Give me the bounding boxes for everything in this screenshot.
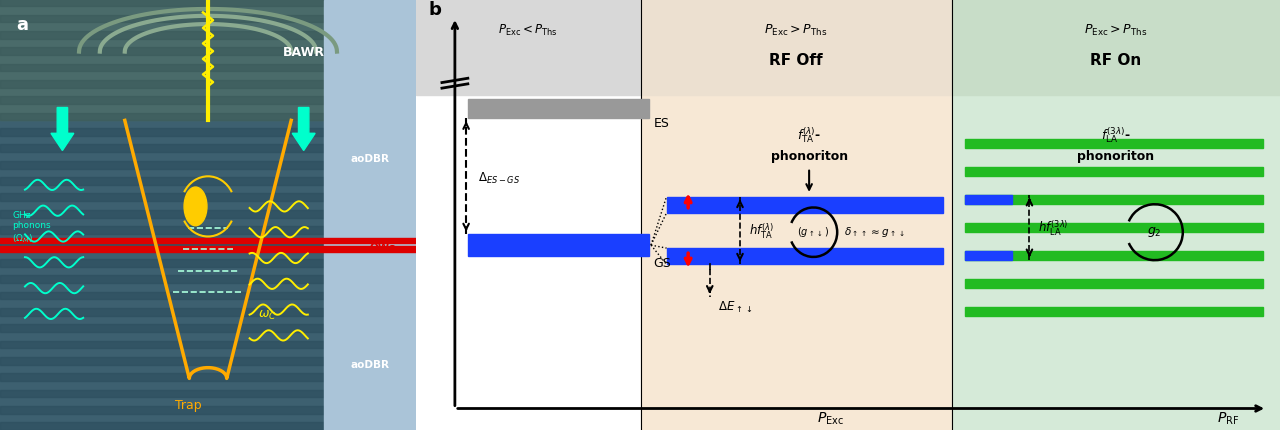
Bar — [0, 357, 325, 365]
Bar — [0, 226, 325, 234]
Text: RF On: RF On — [1091, 53, 1142, 68]
Bar — [0, 0, 325, 120]
Bar — [325, 0, 416, 430]
Text: $\delta_{\uparrow\uparrow} \approx g_{\uparrow\downarrow}$: $\delta_{\uparrow\uparrow} \approx g_{\u… — [844, 225, 904, 239]
Bar — [0, 275, 325, 283]
FancyArrow shape — [51, 108, 74, 150]
Bar — [416, 0, 641, 95]
Bar — [965, 251, 1262, 260]
Bar — [667, 248, 943, 264]
Text: $\omega_C$: $\omega_C$ — [259, 309, 276, 322]
Bar — [468, 234, 649, 256]
Bar — [0, 373, 325, 381]
Text: QWs: QWs — [370, 242, 396, 252]
Bar — [965, 251, 1012, 260]
Bar — [0, 128, 325, 136]
Bar — [468, 99, 649, 118]
Bar — [0, 0, 325, 430]
Bar — [965, 223, 1262, 232]
Text: $P_{\mathrm{Exc}} < P_{\mathrm{Ths}}$: $P_{\mathrm{Exc}} < P_{\mathrm{Ths}}$ — [498, 22, 558, 38]
Bar — [0, 113, 325, 120]
Bar — [952, 0, 1280, 430]
Bar — [0, 259, 325, 267]
Text: $\Delta E_{\uparrow\downarrow}$: $\Delta E_{\uparrow\downarrow}$ — [718, 300, 753, 315]
Bar — [0, 243, 325, 250]
Bar — [965, 307, 1262, 316]
Text: GS: GS — [654, 257, 671, 270]
Bar — [0, 324, 325, 332]
Text: Trap: Trap — [174, 399, 201, 412]
Text: RF Off: RF Off — [769, 53, 823, 68]
Bar — [0, 64, 325, 71]
Text: $P_{\mathrm{Exc}} > P_{\mathrm{Ths}}$: $P_{\mathrm{Exc}} > P_{\mathrm{Ths}}$ — [1084, 22, 1148, 38]
Bar — [0, 308, 325, 316]
Text: BAWR: BAWR — [283, 46, 325, 59]
Text: $g_2$: $g_2$ — [1147, 225, 1162, 239]
Bar — [0, 96, 325, 104]
Bar — [0, 341, 325, 348]
Bar — [0, 144, 325, 152]
Text: $f_{\mathrm{TA}}^{(\lambda)}$-: $f_{\mathrm{TA}}^{(\lambda)}$- — [797, 126, 822, 145]
Text: aoDBR: aoDBR — [351, 360, 389, 371]
Bar — [952, 0, 1280, 95]
Text: phonoriton: phonoriton — [771, 150, 847, 163]
Bar — [667, 197, 943, 213]
FancyArrow shape — [292, 108, 315, 150]
Text: $hf_{\mathrm{TA}}^{(\lambda)}$: $hf_{\mathrm{TA}}^{(\lambda)}$ — [749, 221, 774, 241]
Bar — [965, 195, 1262, 204]
Bar — [641, 0, 952, 430]
Bar — [0, 292, 325, 299]
Bar — [0, 31, 325, 39]
Bar — [0, 177, 325, 185]
Bar — [0, 47, 325, 55]
Text: a: a — [17, 16, 28, 34]
Bar — [641, 0, 952, 95]
Bar — [0, 246, 416, 252]
Bar — [0, 390, 325, 397]
Ellipse shape — [184, 187, 207, 226]
Bar — [965, 279, 1262, 288]
Bar — [0, 0, 325, 6]
Text: $\boldsymbol{P_{\mathrm{RF}}}$: $\boldsymbol{P_{\mathrm{RF}}}$ — [1217, 410, 1239, 427]
Bar — [0, 161, 325, 169]
Text: $\boldsymbol{P_{\mathrm{Exc}}}$: $\boldsymbol{P_{\mathrm{Exc}}}$ — [817, 410, 845, 427]
Text: ES: ES — [654, 117, 669, 130]
Text: $f_{\mathrm{LA}}^{(3\lambda)}$-: $f_{\mathrm{LA}}^{(3\lambda)}$- — [1101, 126, 1130, 145]
Bar — [0, 406, 325, 414]
Bar — [0, 194, 325, 201]
Bar — [965, 139, 1262, 148]
Bar — [0, 80, 325, 88]
Bar — [0, 238, 416, 243]
Bar — [0, 15, 325, 22]
Text: $hf_{\mathrm{LA}}^{(3\lambda)}$: $hf_{\mathrm{LA}}^{(3\lambda)}$ — [1038, 218, 1069, 238]
Text: GHz
phonons
$(\Omega_M)$: GHz phonons $(\Omega_M)$ — [13, 211, 51, 245]
Text: $(g_{\uparrow\downarrow})$: $(g_{\uparrow\downarrow})$ — [797, 225, 829, 239]
Bar — [0, 210, 325, 218]
Text: $P_{\mathrm{Exc}} > P_{\mathrm{Ths}}$: $P_{\mathrm{Exc}} > P_{\mathrm{Ths}}$ — [764, 22, 828, 38]
Text: $\Delta_{ES-GS}$: $\Delta_{ES-GS}$ — [479, 171, 520, 186]
Text: phonoriton: phonoriton — [1078, 150, 1155, 163]
Bar — [965, 167, 1262, 176]
Bar — [965, 195, 1012, 204]
Bar — [416, 0, 641, 430]
Text: b: b — [429, 1, 442, 19]
Bar — [0, 422, 325, 430]
Text: aoDBR: aoDBR — [351, 154, 389, 164]
